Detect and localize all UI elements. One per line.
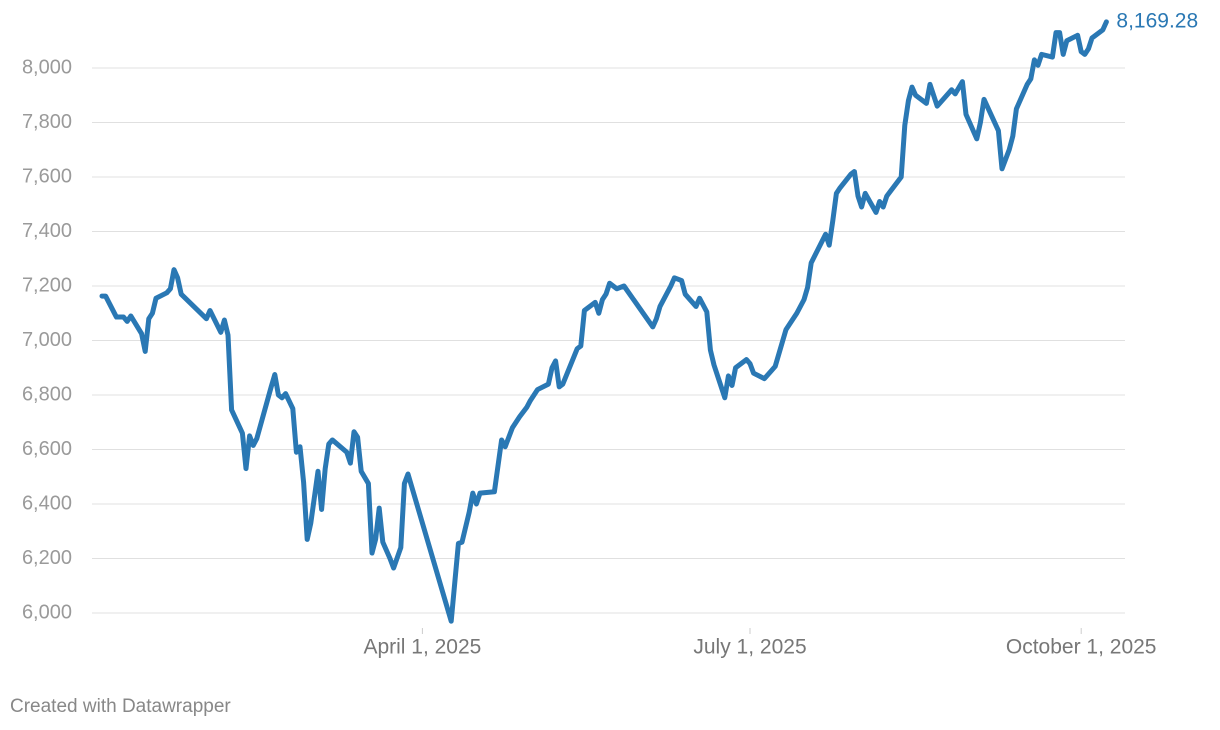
y-tick-label: 6,000 — [22, 601, 72, 623]
y-tick-label: 6,800 — [22, 383, 72, 405]
y-tick-label: 6,400 — [22, 492, 72, 514]
y-tick-label: 7,800 — [22, 111, 72, 133]
x-tick-label: July 1, 2025 — [693, 636, 806, 659]
line — [99, 19, 1109, 624]
y-tick-label: 6,600 — [22, 438, 72, 460]
value-label: 8,169.28 — [1116, 9, 1198, 32]
footer: Created with Datawrapper — [10, 696, 231, 717]
y-tick-label: 7,600 — [22, 165, 72, 187]
y-tick-label: 6,200 — [22, 547, 72, 569]
x-tick-label: October 1, 2025 — [1006, 636, 1157, 659]
y-tick-label: 8,000 — [22, 56, 72, 78]
x-tick-label: April 1, 2025 — [363, 636, 481, 659]
y-tick-label: 7,400 — [22, 220, 72, 242]
y-tick-label: 7,200 — [22, 274, 72, 296]
y-tick-label: 7,000 — [22, 329, 72, 351]
